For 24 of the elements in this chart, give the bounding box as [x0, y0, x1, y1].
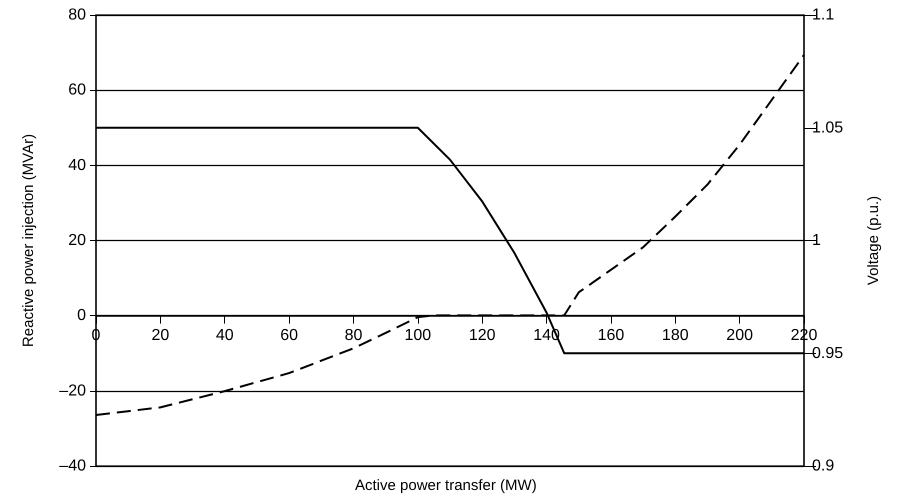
x-tick-label: 160	[598, 327, 624, 344]
x-tick-label: 80	[344, 327, 362, 344]
x-tick-label: 60	[280, 327, 298, 344]
y-tick-label: 0	[77, 307, 86, 324]
y2-tick-label: 1.05	[812, 119, 844, 136]
y-tick-label: –20	[59, 382, 86, 400]
y-tick-label: 40	[68, 156, 86, 174]
y-axis-title: Reactive power injection (MVAr)	[20, 134, 37, 348]
y2-tick-label: 1	[812, 232, 821, 249]
y-tick-label: 20	[68, 232, 86, 249]
x-tick-label: 100	[404, 327, 432, 344]
y2-tick-label: 0.9	[812, 458, 834, 474]
x-tick-label: 180	[662, 327, 689, 344]
y-tick-label: 60	[68, 82, 86, 99]
y-tick-label: –40	[59, 458, 86, 474]
x-tick-label: 20	[151, 327, 170, 344]
x-tick-label: 40	[216, 327, 234, 344]
y2-tick-label: 0.95	[812, 344, 844, 362]
y-tick-label: 80	[68, 6, 86, 24]
x-tick-label: 200	[726, 327, 754, 344]
x-axis-title: Active power transfer (MW)	[355, 477, 537, 494]
y2-tick-label: 1.1	[812, 6, 834, 24]
y2-axis-title: Voltage (p.u.)	[865, 196, 882, 286]
x-tick-label: 120	[468, 327, 496, 344]
